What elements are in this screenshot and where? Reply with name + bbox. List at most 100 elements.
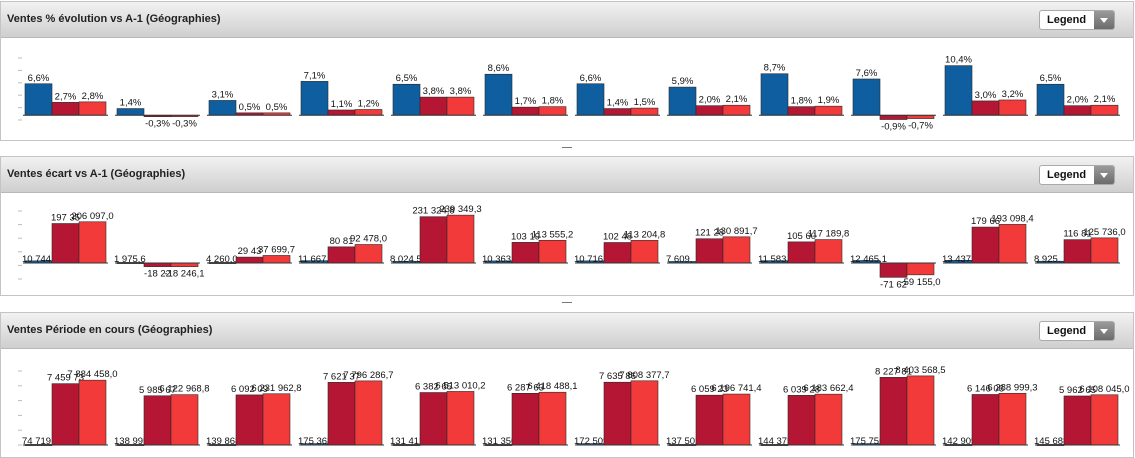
bar[interactable]: [327, 382, 356, 446]
bar[interactable]: [24, 83, 53, 116]
bar[interactable]: [1063, 239, 1092, 264]
legend-dropdown[interactable]: Legend: [1039, 321, 1115, 341]
bar[interactable]: [446, 96, 475, 116]
data-label: -0,3%: [172, 119, 197, 130]
bar[interactable]: [787, 106, 816, 116]
bar[interactable]: [787, 241, 816, 264]
bar[interactable]: [1036, 83, 1065, 116]
bar[interactable]: [235, 394, 264, 446]
data-label: 1,2%: [358, 99, 380, 110]
bar[interactable]: [603, 381, 632, 446]
bar[interactable]: [852, 78, 881, 116]
bar[interactable]: [446, 214, 475, 264]
bar[interactable]: [235, 256, 264, 264]
bar[interactable]: [1090, 104, 1119, 116]
bar[interactable]: [1063, 105, 1092, 116]
bar[interactable]: [879, 377, 908, 446]
bar[interactable]: [327, 109, 356, 116]
bar[interactable]: [722, 393, 751, 446]
data-label: -0,3%: [145, 119, 170, 130]
bar[interactable]: [998, 99, 1027, 116]
bar[interactable]: [484, 73, 513, 116]
bar[interactable]: [419, 96, 448, 116]
data-label: 6,5%: [1040, 73, 1062, 84]
bar[interactable]: [262, 393, 291, 446]
bar[interactable]: [51, 223, 80, 264]
bar[interactable]: [419, 216, 448, 264]
bar-group: 5,9% 2,0% 2,1%: [667, 76, 752, 116]
data-label: 10 363,: [482, 254, 514, 265]
bar[interactable]: [511, 242, 540, 264]
bar[interactable]: [143, 262, 172, 267]
bar[interactable]: [630, 107, 659, 116]
bar[interactable]: [814, 393, 843, 446]
bar[interactable]: [419, 392, 448, 446]
bar[interactable]: [511, 393, 540, 446]
bar[interactable]: [78, 221, 107, 264]
bar[interactable]: [354, 109, 383, 116]
bar[interactable]: [392, 83, 421, 116]
bar[interactable]: [630, 380, 659, 446]
bar[interactable]: [695, 105, 724, 116]
bar[interactable]: [630, 240, 659, 264]
bar[interactable]: [1090, 237, 1119, 264]
bar[interactable]: [879, 262, 908, 278]
bar[interactable]: [603, 242, 632, 264]
bar[interactable]: [116, 108, 145, 116]
bar[interactable]: [327, 246, 356, 264]
bar[interactable]: [695, 238, 724, 264]
bar[interactable]: [208, 100, 237, 116]
bar[interactable]: [971, 226, 1000, 264]
bar[interactable]: [262, 255, 291, 264]
bar[interactable]: [814, 239, 843, 264]
bar[interactable]: [814, 105, 843, 116]
bar[interactable]: [538, 391, 567, 446]
bar[interactable]: [722, 104, 751, 116]
bar[interactable]: [906, 262, 935, 276]
bar[interactable]: [538, 106, 567, 116]
legend-dropdown[interactable]: Legend: [1039, 165, 1115, 185]
chevron-down-icon[interactable]: [1094, 166, 1114, 184]
bar[interactable]: [170, 394, 199, 446]
bar[interactable]: [51, 102, 80, 116]
bar[interactable]: [1063, 395, 1092, 446]
bar-group: 142 909,6 6 146 066 288 999,3: [942, 382, 1038, 447]
chart-panel-evolution: Ventes % évolution vs A-1 (Géographies) …: [0, 1, 1134, 141]
data-label: 137 502,1: [666, 436, 708, 447]
bar[interactable]: [576, 83, 605, 116]
bar[interactable]: [538, 239, 567, 264]
bar[interactable]: [760, 73, 789, 116]
bar[interactable]: [170, 262, 199, 267]
bar[interactable]: [998, 224, 1027, 264]
bar[interactable]: [906, 114, 935, 119]
bar[interactable]: [906, 375, 935, 446]
bar[interactable]: [300, 81, 329, 116]
bar[interactable]: [51, 383, 80, 446]
bar-group: 144 375,0 6 039 286 183 662,4: [758, 383, 854, 447]
bar[interactable]: [695, 394, 724, 446]
panel-splitter[interactable]: [562, 302, 572, 303]
bar[interactable]: [143, 395, 172, 446]
bar[interactable]: [446, 391, 475, 446]
bar[interactable]: [78, 379, 107, 446]
bar[interactable]: [354, 244, 383, 264]
chevron-down-icon[interactable]: [1094, 322, 1114, 340]
data-label: 1,9%: [818, 95, 840, 106]
bar[interactable]: [603, 108, 632, 116]
bar[interactable]: [511, 106, 540, 116]
bar[interactable]: [971, 394, 1000, 446]
bar[interactable]: [668, 86, 697, 116]
bar[interactable]: [879, 114, 908, 120]
panel-splitter[interactable]: [562, 147, 572, 148]
bar[interactable]: [944, 65, 973, 116]
bar[interactable]: [354, 380, 383, 446]
bar[interactable]: [971, 100, 1000, 116]
bar[interactable]: [1090, 394, 1119, 446]
chevron-down-icon[interactable]: [1094, 11, 1114, 29]
data-label: 102 48: [603, 232, 632, 243]
legend-dropdown[interactable]: Legend: [1039, 10, 1115, 30]
bar[interactable]: [787, 395, 816, 446]
bar[interactable]: [78, 101, 107, 116]
bar[interactable]: [998, 392, 1027, 446]
bar[interactable]: [722, 236, 751, 264]
